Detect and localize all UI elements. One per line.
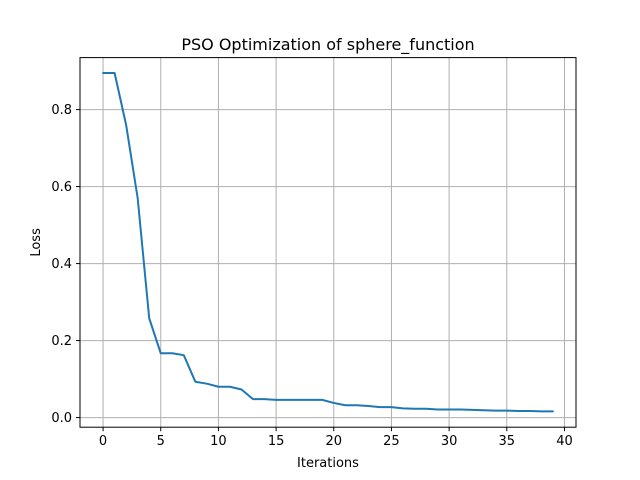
x-tick-label: 35 [499, 434, 516, 449]
x-tick-label: 20 [325, 434, 342, 449]
y-tick-label: 0.0 [51, 411, 72, 426]
plot-frame [79, 57, 577, 428]
axis-ticks: 0 5 10 15 20 25 30 35 40 0.0 0.2 0.4 0.6 0.8 [51, 103, 572, 449]
x-tick-label: 0 [99, 434, 107, 449]
y-tick-label: 0.2 [51, 334, 72, 349]
grid [80, 57, 576, 428]
chart-title: PSO Optimization of sphere_function [181, 35, 474, 55]
x-tick-label: 15 [268, 434, 285, 449]
y-tick-label: 0.6 [51, 180, 72, 195]
x-axis-label: Iterations [297, 456, 359, 471]
x-tick-label: 30 [441, 434, 458, 449]
x-tick-label: 40 [556, 434, 573, 449]
y-tick-label: 0.4 [51, 257, 72, 272]
y-tick-label: 0.8 [51, 103, 72, 118]
loss-series-line [102, 72, 554, 413]
x-tick-label: 10 [210, 434, 227, 449]
x-tick-label: 25 [383, 434, 400, 449]
x-tick-label: 5 [157, 434, 165, 449]
series-layer [102, 72, 554, 413]
y-axis-label: Loss [29, 228, 44, 257]
